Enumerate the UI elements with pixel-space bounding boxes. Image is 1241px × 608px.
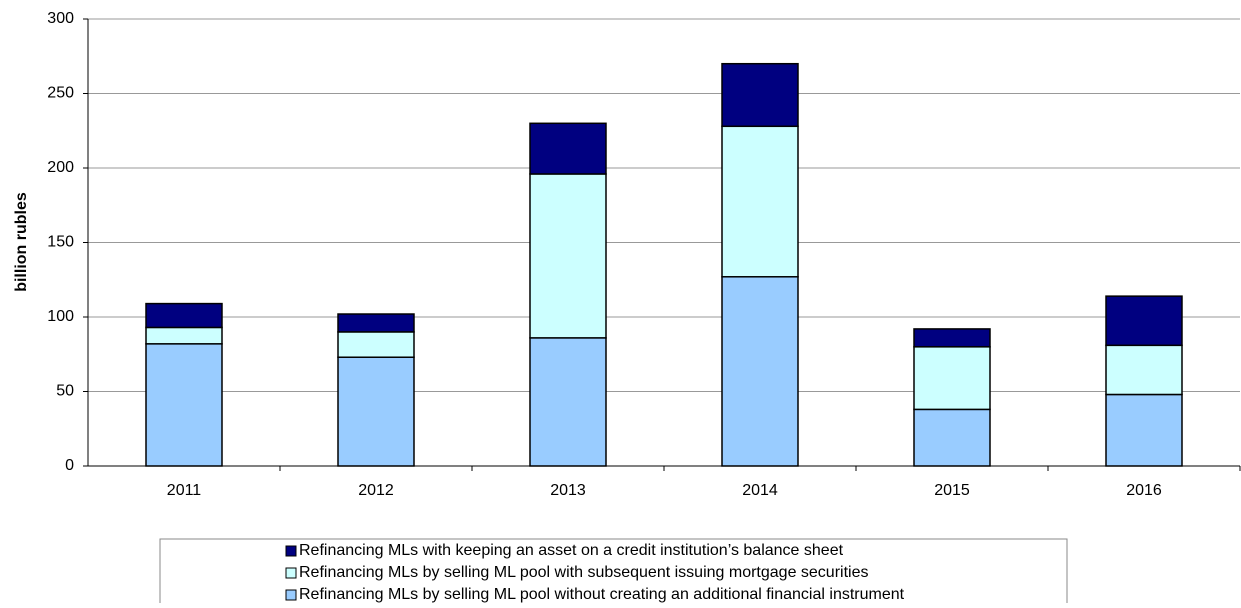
x-tick-label: 2013 (550, 482, 586, 499)
bar-segment (1105, 344, 1183, 396)
x-tick-label: 2011 (167, 482, 202, 499)
bar-segment (1105, 295, 1183, 347)
bar-segment (145, 326, 223, 345)
bar-segment (529, 337, 607, 467)
bar-segment (721, 62, 799, 128)
bar-segment (721, 276, 799, 467)
bar-segment (1105, 393, 1183, 467)
y-tick-label: 0 (65, 457, 74, 474)
y-tick-label: 100 (47, 308, 74, 325)
bar-segment (337, 313, 415, 333)
x-tick-label: 2016 (1126, 482, 1162, 499)
legend-label: Refinancing MLs with keeping an asset on… (299, 542, 844, 559)
x-tick-label: 2015 (934, 482, 970, 499)
bar-segment (337, 331, 415, 358)
y-tick-label: 50 (56, 383, 74, 400)
bar-segment (913, 346, 991, 411)
bar-segment (529, 122, 607, 175)
bar-segment (145, 302, 223, 329)
y-tick-label: 150 (47, 234, 74, 251)
legend-label: Refinancing MLs by selling ML pool with … (299, 564, 868, 581)
legend-swatch (285, 545, 297, 557)
x-tick-label: 2014 (742, 482, 778, 499)
y-tick-label: 200 (47, 159, 74, 176)
legend-swatch (285, 589, 297, 601)
bar-segment (145, 343, 223, 467)
bar-segment (721, 125, 799, 278)
bar-segment (529, 173, 607, 339)
bar-segment (913, 408, 991, 467)
legend-swatch (285, 567, 297, 579)
y-axis-label: billion rubles (13, 192, 30, 292)
legend-label: Refinancing MLs by selling ML pool witho… (299, 586, 905, 603)
y-tick-label: 300 (47, 10, 74, 27)
y-tick-label: 250 (47, 85, 74, 102)
x-tick-label: 2012 (358, 482, 394, 499)
bar-segment (913, 328, 991, 348)
legend-box (159, 538, 1068, 608)
bar-segment (337, 356, 415, 467)
